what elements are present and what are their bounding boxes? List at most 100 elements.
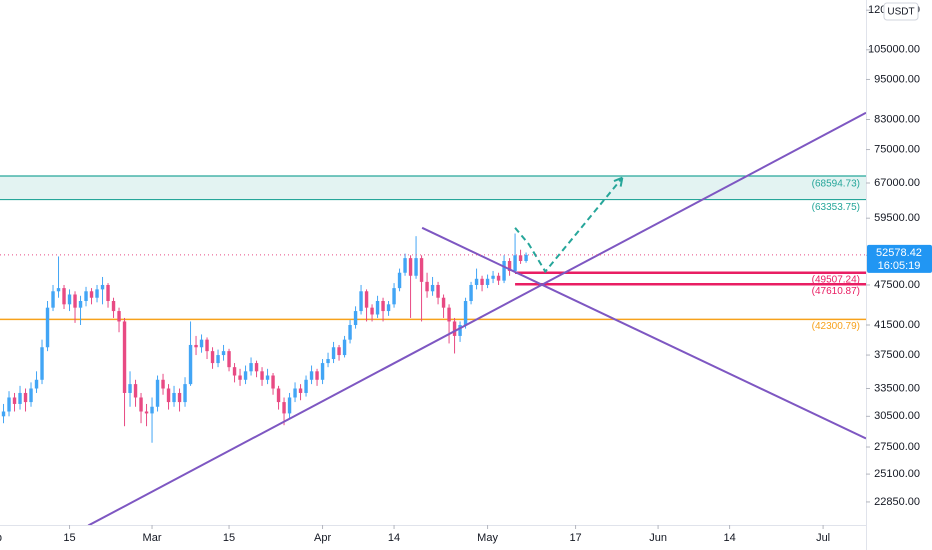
candle-body bbox=[309, 371, 314, 380]
candle-body bbox=[155, 379, 160, 407]
candle-body bbox=[40, 347, 44, 380]
candle-body bbox=[414, 258, 418, 276]
candle-body bbox=[254, 363, 259, 372]
candle-body bbox=[194, 344, 198, 348]
candle-body bbox=[447, 307, 451, 322]
candle-body bbox=[12, 397, 17, 404]
y-tick-label: 59500.00 bbox=[874, 212, 920, 224]
candle-body bbox=[276, 388, 281, 403]
y-tick-label: 30500.00 bbox=[874, 410, 920, 422]
candle-body bbox=[353, 311, 358, 326]
currency-label: USDT bbox=[887, 7, 914, 18]
x-tick-label: 14 bbox=[388, 532, 400, 544]
candle-body bbox=[430, 284, 435, 292]
level-label: (47610.87) bbox=[812, 286, 860, 297]
candle-body bbox=[210, 351, 215, 364]
y-tick-label: 95000.00 bbox=[874, 73, 920, 85]
candle-body bbox=[287, 397, 292, 414]
y-tick-label: 83000.00 bbox=[874, 113, 920, 125]
candle-body bbox=[166, 388, 171, 403]
candle-body bbox=[469, 284, 473, 302]
trendline bbox=[421, 226, 866, 440]
candle-body bbox=[458, 325, 462, 336]
candle-body bbox=[188, 344, 193, 385]
candle-body bbox=[375, 301, 380, 315]
candle-body bbox=[128, 384, 132, 393]
candle-body bbox=[111, 301, 116, 312]
candle-body bbox=[425, 281, 429, 292]
candle-body bbox=[84, 291, 88, 302]
candle-body bbox=[282, 402, 286, 414]
candle-body bbox=[381, 301, 385, 312]
candle-body bbox=[463, 301, 468, 326]
candle-body bbox=[397, 272, 402, 289]
candle-body bbox=[117, 311, 121, 322]
candle-body bbox=[271, 375, 275, 389]
x-tick-label: May bbox=[477, 532, 498, 544]
candle-body bbox=[485, 278, 490, 285]
candle-body bbox=[100, 284, 105, 290]
candle-body bbox=[337, 347, 341, 356]
candle-body bbox=[436, 284, 440, 298]
y-tick-label: 41500.00 bbox=[874, 319, 920, 331]
candle-body bbox=[139, 397, 143, 412]
x-tick-label: 17 bbox=[569, 532, 581, 544]
candle-body bbox=[177, 392, 182, 403]
candle-body bbox=[348, 325, 352, 340]
candle-body bbox=[221, 351, 226, 356]
candle-body bbox=[260, 371, 264, 380]
candle-body bbox=[364, 291, 369, 308]
candle-body bbox=[183, 384, 187, 403]
candle-body bbox=[227, 351, 231, 368]
price-axis-bg bbox=[866, 0, 932, 550]
target-zone bbox=[0, 176, 866, 200]
y-tick-label: 33500.00 bbox=[874, 382, 920, 394]
candle-body bbox=[29, 388, 33, 403]
zone-label: (63353.75) bbox=[812, 202, 860, 213]
candle-body bbox=[243, 371, 248, 380]
time-axis-bg bbox=[0, 525, 866, 550]
candle-body bbox=[265, 375, 270, 380]
candle-body bbox=[18, 392, 22, 404]
price-badge-countdown: 16:05:19 bbox=[878, 260, 921, 272]
candle-body bbox=[199, 339, 204, 348]
candle-body bbox=[51, 291, 55, 308]
candle-body bbox=[452, 321, 457, 336]
candle-body bbox=[62, 288, 66, 305]
candle-body bbox=[315, 371, 319, 380]
y-tick-label: 25100.00 bbox=[874, 468, 920, 480]
candle-body bbox=[304, 379, 308, 393]
candle-body bbox=[392, 288, 396, 305]
x-tick-label: 15 bbox=[63, 532, 75, 544]
candle-body bbox=[238, 375, 242, 380]
candle-body bbox=[331, 347, 336, 360]
candle-body bbox=[23, 392, 28, 403]
x-tick-label: Feb bbox=[0, 532, 2, 544]
candle-body bbox=[205, 339, 209, 352]
candle-body bbox=[133, 384, 138, 398]
zone-label: (68594.73) bbox=[812, 179, 860, 190]
candle-body bbox=[78, 301, 83, 308]
candle-body bbox=[513, 255, 517, 271]
candle-body bbox=[359, 291, 363, 312]
y-tick-label: 27500.00 bbox=[874, 441, 920, 453]
x-tick-label: Mar bbox=[143, 532, 162, 544]
candle-body bbox=[403, 258, 407, 273]
level-label: (42300.79) bbox=[812, 321, 860, 332]
candle-body bbox=[7, 397, 11, 412]
candle-body bbox=[122, 321, 127, 393]
candle-body bbox=[95, 289, 99, 298]
candle-body bbox=[342, 339, 347, 356]
candle-body bbox=[106, 284, 110, 302]
candle-body bbox=[370, 307, 374, 315]
candle-body bbox=[150, 406, 154, 414]
candle-body bbox=[172, 392, 176, 403]
candle-body bbox=[216, 355, 220, 364]
arrow-head bbox=[619, 177, 624, 187]
candle-body bbox=[73, 294, 77, 308]
candle-body bbox=[408, 258, 413, 276]
projection-path bbox=[514, 177, 624, 274]
candle-body bbox=[45, 307, 50, 348]
